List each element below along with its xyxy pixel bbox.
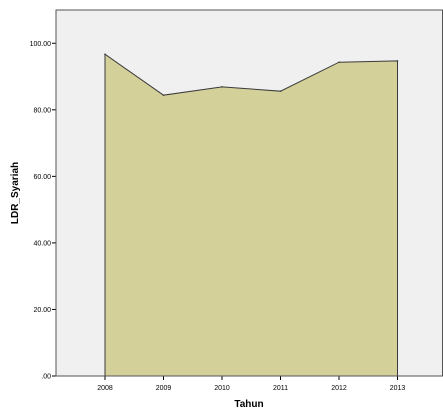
- x-tick-label: 2008: [97, 385, 113, 392]
- x-tick-label: 2009: [156, 385, 172, 392]
- area-layer: [104, 53, 399, 377]
- x-tick-label: 2012: [331, 385, 347, 392]
- area-point-2013: [396, 60, 399, 62]
- x-tick-label: 2013: [390, 385, 406, 392]
- area-fill: [104, 53, 398, 377]
- x-tick-label: 2010: [214, 385, 230, 392]
- x-axis-title: Tahun: [234, 399, 263, 410]
- y-axis-title: LDR_Syariah: [10, 162, 21, 224]
- y-tick-label: .00: [41, 374, 51, 381]
- y-tick-label: 80.00: [33, 107, 51, 114]
- y-tick-label: 100.00: [30, 41, 52, 48]
- y-axis: .00 20.00 40.00 60.00 80.00 100.00: [30, 41, 56, 381]
- area-point-2009: [162, 94, 165, 96]
- area-point-2011: [279, 90, 282, 92]
- x-axis: 2008 2009 2010 2011 2012 2013: [97, 376, 405, 392]
- area-point-2010: [221, 86, 223, 88]
- y-tick-label: 20.00: [33, 307, 51, 314]
- area-point-2008: [104, 53, 106, 56]
- x-tick-label: 2011: [273, 385, 288, 392]
- area-point-2012: [338, 61, 340, 64]
- y-tick-label: 60.00: [33, 174, 51, 181]
- y-tick-label: 40.00: [33, 240, 51, 247]
